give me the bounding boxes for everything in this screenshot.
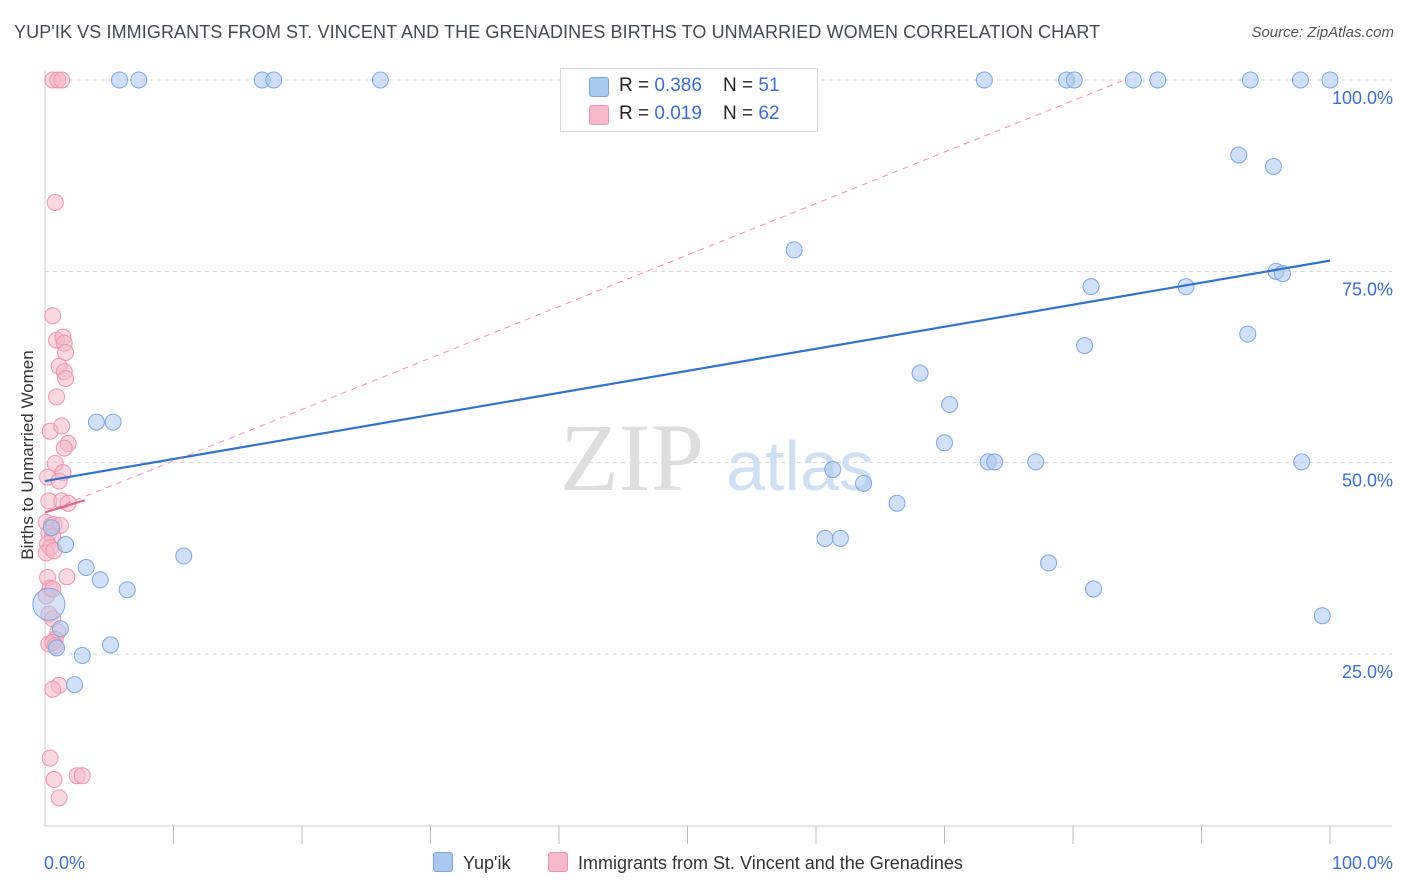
yupik-point-48 (73, 647, 91, 665)
x-tick-label-1: 100.0% (1332, 853, 1393, 873)
y-tick-label-1: 50.0% (1342, 471, 1393, 491)
yupik-point-24 (87, 413, 105, 431)
legend-swatch-svg (548, 852, 568, 872)
yupik-point-10 (1241, 71, 1259, 89)
svg-n-value: 62 (758, 103, 780, 124)
yupik-point-32 (855, 474, 873, 492)
yupik-swatch (589, 77, 609, 97)
yupik-point-23 (941, 396, 959, 414)
source-credit: Source: ZipAtlas.com (1251, 24, 1394, 41)
chart-title: YUP'IK VS IMMIGRANTS FROM ST. VINCENT AN… (14, 22, 1101, 42)
yupik-point-31 (1293, 453, 1311, 471)
yupik-point-15 (785, 241, 803, 259)
yupik-point-large (32, 587, 66, 621)
legend-item-yupik[interactable]: Yup'ik (433, 852, 510, 874)
x-tick-label-0: 0.0% (44, 853, 85, 873)
yupik-point-20 (1239, 325, 1257, 343)
yupik-point-34 (816, 529, 834, 547)
yupik-point-49 (66, 676, 84, 694)
stats-row-yupik: R = 0.386 N = 51 (561, 73, 817, 101)
yupik-point-13 (1230, 146, 1248, 164)
watermark-zip: ZIP (560, 404, 704, 511)
yupik-point-7 (1065, 71, 1083, 89)
yupik-point-36 (42, 519, 60, 537)
yupik-point-47 (102, 636, 120, 654)
yupik-point-29 (986, 453, 1004, 471)
yupik-point-43 (1085, 580, 1103, 598)
yupik-point-14 (1264, 157, 1282, 175)
yupik-point-39 (1040, 554, 1058, 572)
legend-label-svg: Immigrants from St. Vincent and the Gren… (578, 853, 963, 873)
stats-box: R = 0.386 N = 51 R = 0.019 N = 62 (560, 68, 818, 132)
yupik-point-11 (1291, 71, 1309, 89)
stats-text-svg: R = 0.019 N = 62 (619, 103, 780, 124)
yupik-point-42 (118, 581, 136, 599)
yupik-point-45 (51, 620, 69, 638)
yupik-point-8 (1124, 71, 1142, 89)
yupik-n-value: 51 (758, 75, 780, 96)
yupik-point-26 (936, 434, 953, 452)
yupik-point-18 (1082, 278, 1100, 296)
legend: Yup'ik Immigrants from St. Vincent and t… (0, 852, 1406, 876)
y-tick-label-0: 25.0% (1342, 662, 1393, 682)
legend-label-yupik: Yup'ik (463, 853, 511, 873)
stats-row-svg: R = 0.019 N = 62 (561, 101, 817, 129)
svg-trend-line-2 (44, 79, 1125, 513)
yupik-point-33 (888, 494, 906, 512)
y-tick-label-3: 100.0% (1332, 88, 1393, 108)
yupik-point-40 (77, 559, 95, 577)
yupik-point-21 (1076, 337, 1094, 355)
yupik-point-37 (57, 536, 75, 554)
yupik-point-22 (911, 364, 929, 382)
yupik-point-0 (111, 71, 129, 89)
yupik-point-41 (91, 571, 109, 589)
legend-item-svg[interactable]: Immigrants from St. Vincent and the Gren… (548, 852, 963, 874)
yupik-point-35 (831, 529, 849, 547)
svg-trend-line-1 (44, 499, 86, 514)
yupik-point-46 (48, 639, 66, 657)
legend-swatch-yupik (433, 852, 453, 872)
svg-swatch (589, 105, 609, 125)
yupik-point-12 (1321, 71, 1339, 89)
stats-text-yupik: R = 0.386 N = 51 (619, 75, 780, 96)
yupik-point-1 (130, 71, 148, 89)
yupik-point-30 (1027, 453, 1045, 471)
yupik-point-4 (371, 71, 389, 89)
yupik-point-25 (104, 413, 122, 431)
yupik-trend-line-0 (44, 259, 1331, 483)
yupik-point-9 (1149, 71, 1167, 89)
watermark-atlas: atlas (726, 427, 874, 505)
y-tick-label-2: 75.0% (1342, 279, 1393, 299)
yupik-r-value: 0.386 (654, 75, 702, 96)
yupik-point-5 (975, 71, 993, 89)
yupik-point-38 (175, 547, 193, 565)
yupik-point-3 (265, 71, 283, 89)
svg-r-value: 0.019 (654, 103, 702, 124)
yupik-point-44 (1313, 607, 1331, 625)
yupik-point-27 (824, 461, 842, 479)
